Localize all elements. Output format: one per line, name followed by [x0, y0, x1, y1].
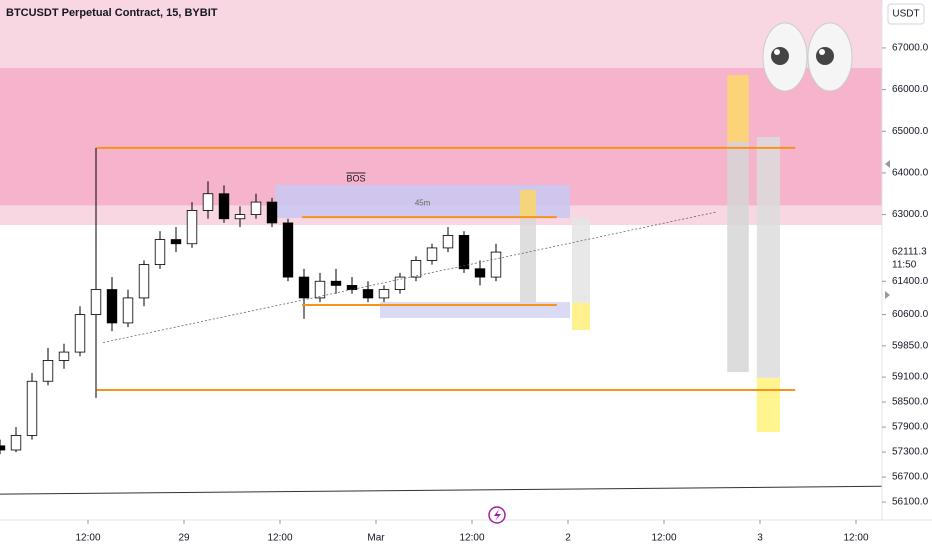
candle-body	[490, 251, 502, 278]
x-tick-label: 12:00	[267, 533, 292, 544]
candle-body	[0, 445, 6, 451]
projection-box	[520, 190, 536, 218]
candle-body	[250, 201, 262, 215]
projection-box	[572, 302, 590, 330]
currency-button[interactable]	[887, 3, 925, 25]
candle-body	[282, 222, 294, 278]
candle-body	[266, 201, 278, 224]
projection-box	[727, 142, 749, 373]
x-tick-label: Mar	[367, 533, 385, 544]
zone	[0, 67, 882, 206]
annotation: BOS	[346, 174, 365, 184]
candle-body	[26, 380, 38, 436]
candle-body	[138, 264, 150, 299]
candle-body	[410, 260, 422, 278]
x-tick-label: 2	[565, 533, 571, 544]
drawing-line	[0, 485, 883, 495]
candle-body	[234, 214, 246, 220]
candle-body	[314, 280, 326, 299]
x-tick-label: 12:00	[75, 533, 100, 544]
projection-box	[520, 217, 536, 303]
x-tick-label: 29	[178, 533, 190, 544]
currency-label[interactable]: USDT	[892, 9, 919, 20]
candle-body	[106, 289, 118, 324]
candle-body	[170, 239, 182, 245]
candle-body	[154, 239, 166, 265]
candle-body	[394, 276, 406, 290]
candle-body	[74, 314, 86, 353]
candle-body	[186, 210, 198, 245]
x-tick-label: 12:00	[459, 533, 484, 544]
candle-body	[218, 193, 230, 220]
y-tick-label: 63000.0	[892, 209, 929, 220]
candle-body	[442, 235, 454, 249]
candle-body	[346, 285, 358, 290]
candle-body	[362, 289, 374, 299]
y-tick-label: 66000.0	[892, 84, 929, 95]
candle-body	[458, 235, 470, 270]
candle-body	[298, 276, 310, 299]
drawing-line	[103, 211, 717, 343]
candle-body	[42, 360, 54, 382]
y-tick-label: 59100.0	[892, 372, 929, 383]
plot-area: 45m BOS	[0, 0, 883, 495]
y-tick-label: 58500.0	[892, 397, 929, 408]
y-tick-label: 67000.0	[892, 43, 929, 54]
projection-box	[727, 75, 749, 143]
candle-body	[10, 435, 22, 451]
x-tick-label: 12:00	[651, 533, 676, 544]
candle-body	[426, 247, 438, 261]
candle-body	[378, 289, 390, 299]
projection-box	[572, 217, 590, 303]
x-tick-label: 3	[757, 533, 763, 544]
candle-body	[90, 289, 102, 315]
y-tick-label: 61400.0	[892, 276, 929, 287]
candle-body	[330, 280, 342, 286]
last-price-label: 62111.3	[892, 246, 927, 257]
axis-marker	[885, 160, 890, 168]
candle-body	[122, 297, 134, 324]
y-tick-label: 64000.0	[892, 168, 929, 179]
lightning-icon[interactable]	[488, 506, 506, 524]
last-price-box	[884, 242, 932, 273]
box-label: 45m	[415, 199, 431, 208]
eyes-emoji	[762, 22, 853, 92]
y-tick-label: 56100.0	[892, 497, 929, 508]
projection-box	[756, 137, 780, 378]
candle-body	[474, 268, 486, 278]
axis-marker	[885, 291, 890, 299]
projection-box	[756, 377, 780, 433]
y-tick-label: 56700.0	[892, 472, 929, 483]
projection-box	[380, 302, 570, 318]
y-tick-label: 59850.0	[892, 340, 929, 351]
candle-body	[202, 193, 214, 211]
countdown-label: 11:50	[892, 259, 917, 270]
candle-body	[58, 351, 70, 361]
x-tick-label: 12:00	[843, 533, 868, 544]
y-tick-label: 57300.0	[892, 447, 929, 458]
y-tick-label: 65000.0	[892, 126, 929, 137]
y-tick-label: 60600.0	[892, 309, 929, 320]
chart-title: BTCUSDT Perpetual Contract, 15, BYBIT	[6, 7, 218, 19]
y-tick-label: 57900.0	[892, 422, 929, 433]
